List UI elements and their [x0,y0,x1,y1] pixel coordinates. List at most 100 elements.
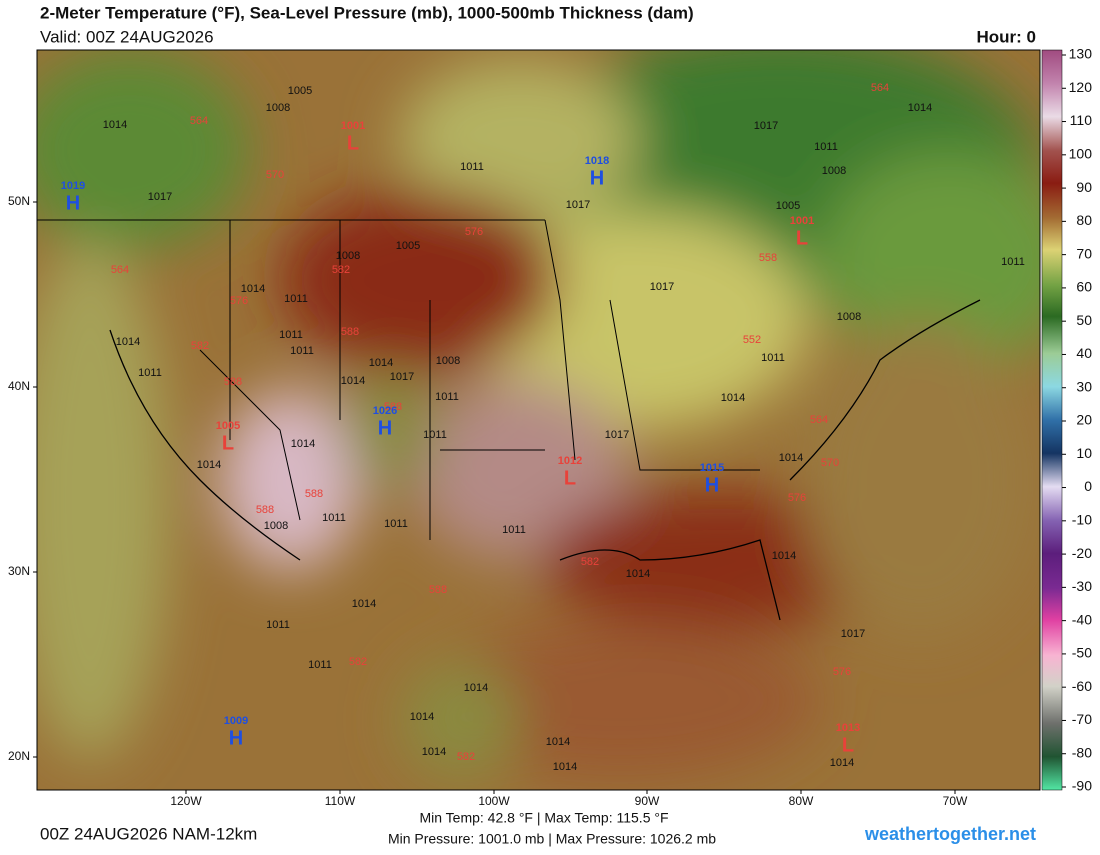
thickness-label: 576 [230,295,248,307]
thickness-label: 588 [384,401,402,413]
lat-label: 40N [8,379,30,393]
colorbar-tick-label: 40 [1076,345,1092,361]
isobar-label: 1011 [266,619,290,631]
center-symbol: H [66,192,80,214]
thickness-label: 570 [821,457,839,469]
colorbar-tick-label: 10 [1076,445,1092,461]
center-value: 1001 [790,215,814,227]
colorbar-tick-label: 30 [1076,378,1092,394]
thickness-label: 582 [191,340,209,352]
thickness-label: 582 [332,264,350,276]
isobar-label: 1008 [266,102,290,114]
isobar-label: 1011 [502,524,526,536]
isobar-label: 1014 [341,375,365,387]
thickness-label: 582 [457,751,475,763]
thickness-label: 588 [224,376,242,388]
center-symbol: L [222,432,234,454]
isobar-label: 1014 [908,102,932,114]
thickness-label: 564 [190,115,208,127]
valid-time: Valid: 00Z 24AUG2026 [40,27,214,46]
colorbar-tick-label: 0 [1084,478,1092,494]
isobar-label: 1011 [308,659,332,671]
center-symbol: H [590,167,604,189]
isobar-label: 1008 [264,520,288,532]
center-value: 1026 [373,405,397,417]
isobar-label: 1011 [279,329,303,341]
center-symbol: L [564,467,576,489]
isobar-label: 1014 [291,438,315,450]
isobar-label: 1017 [148,191,172,203]
colorbar-tick-label: -60 [1072,678,1092,694]
thickness-label: 552 [743,334,761,346]
isobar-label: 1011 [290,345,314,357]
colorbar-tick-label: 120 [1069,79,1093,95]
isobar-label: 1014 [352,598,376,610]
isobar-label: 1011 [322,512,346,524]
colorbar-tick-label: 60 [1076,279,1092,295]
isobar-label: 1017 [754,120,778,132]
isobar-label: 1011 [138,367,162,379]
center-value: 1015 [700,462,724,474]
isobar-label: 1014 [422,746,446,758]
center-symbol: H [229,727,243,749]
center-symbol: L [347,132,359,154]
center-value: 1018 [585,155,609,167]
isobar-label: 1008 [436,355,460,367]
isobar-label: 1014 [241,283,265,295]
colorbar-tick-label: 100 [1069,146,1093,162]
isobar-label: 1014 [779,452,803,464]
isobar-label: 1017 [566,199,590,211]
isobar-label: 1014 [546,736,570,748]
isobar-label: 1017 [650,281,674,293]
isobar-label: 1011 [435,391,459,403]
isobar-label: 1014 [553,761,577,773]
colorbar-tick-label: -20 [1072,545,1092,561]
center-symbol: L [842,734,854,756]
thickness-label: 588 [305,488,323,500]
center-value: 1012 [558,455,582,467]
lon-label: 80W [789,794,814,808]
forecast-hour: Hour: 0 [977,27,1037,46]
isobar-label: 1017 [390,371,414,383]
center-symbol: H [705,474,719,496]
isobar-label: 1014 [410,711,434,723]
center-value: 1005 [216,420,240,432]
colorbar-tick-label: 110 [1070,112,1093,128]
lon-label: 120W [170,794,202,808]
isobar-label: 1014 [772,550,796,562]
lat-label: 20N [8,749,30,763]
isobar-label: 1014 [830,757,854,769]
thickness-label: 564 [871,82,889,94]
isobar-label: 1011 [460,161,484,173]
thickness-label: 588 [341,326,359,338]
title: 2-Meter Temperature (°F), Sea-Level Pres… [40,3,694,22]
thickness-label: 576 [833,666,851,678]
colorbar-tick-label: 70 [1076,245,1092,261]
isobar-label: 1011 [284,293,308,305]
colorbar-tick-label: 20 [1076,412,1092,428]
colorbar-tick-label: -70 [1072,711,1092,727]
site-link[interactable]: weathertogether.net [864,824,1036,844]
thickness-label: 564 [111,264,129,276]
thickness-label: 588 [256,504,274,516]
colorbar [1041,49,1063,791]
center-value: 1001 [341,120,365,132]
thickness-label: 558 [759,252,777,264]
isobar-label: 1005 [288,85,312,97]
center-value: 1013 [836,722,860,734]
isobar-label: 1011 [423,429,447,441]
colorbar-tick-label: -90 [1072,778,1092,794]
isobar-label: 1008 [822,165,846,177]
isobar-label: 1005 [776,200,800,212]
temp-range: Min Temp: 42.8 °F | Max Temp: 115.5 °F [419,810,668,826]
lon-label: 90W [635,794,660,808]
colorbar-tick-label: -40 [1072,611,1092,627]
colorbar-tick-label: 130 [1069,46,1093,62]
lon-label: 110W [325,794,356,808]
isobar-label: 1014 [626,568,650,580]
isobar-label: 1011 [761,352,785,364]
thickness-label: 582 [581,556,599,568]
map-frame [36,49,1041,791]
thickness-label: 582 [349,656,367,668]
